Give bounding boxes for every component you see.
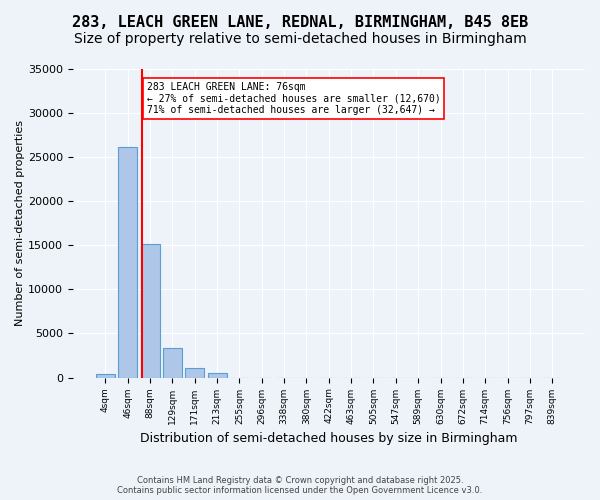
Bar bbox=[185, 368, 204, 378]
Text: 283, LEACH GREEN LANE, REDNAL, BIRMINGHAM, B45 8EB: 283, LEACH GREEN LANE, REDNAL, BIRMINGHA… bbox=[72, 15, 528, 30]
Y-axis label: Number of semi-detached properties: Number of semi-detached properties bbox=[15, 120, 25, 326]
Bar bbox=[140, 244, 160, 378]
Text: 283 LEACH GREEN LANE: 76sqm
← 27% of semi-detached houses are smaller (12,670)
7: 283 LEACH GREEN LANE: 76sqm ← 27% of sem… bbox=[147, 82, 440, 116]
Bar bbox=[118, 148, 137, 378]
Bar bbox=[96, 374, 115, 378]
Bar bbox=[208, 372, 227, 378]
Text: Contains HM Land Registry data © Crown copyright and database right 2025.
Contai: Contains HM Land Registry data © Crown c… bbox=[118, 476, 482, 495]
Bar bbox=[163, 348, 182, 378]
X-axis label: Distribution of semi-detached houses by size in Birmingham: Distribution of semi-detached houses by … bbox=[140, 432, 518, 445]
Text: Size of property relative to semi-detached houses in Birmingham: Size of property relative to semi-detach… bbox=[74, 32, 526, 46]
